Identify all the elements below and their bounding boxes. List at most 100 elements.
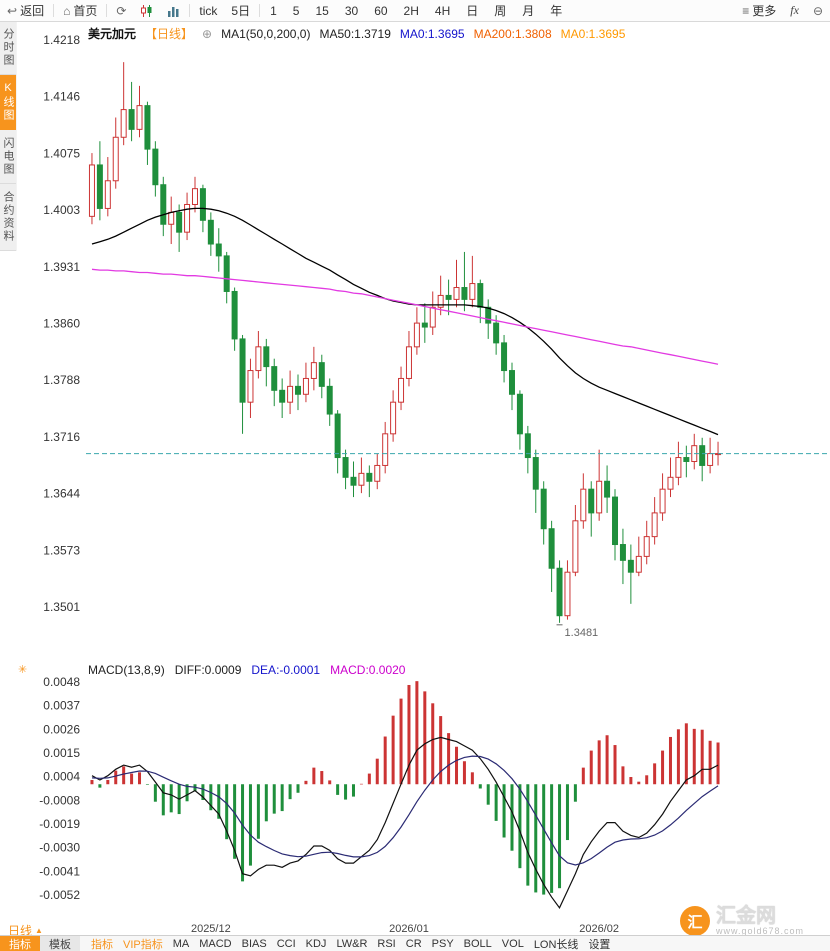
back-label: 返回 — [20, 4, 45, 18]
indicator-tabs: 指标 VIP指标 MA MACD BIAS CCI KDJ LW&R RSI CR PSY BOLL V… — [86, 936, 615, 951]
svg-text:1.4003: 1.4003 — [43, 203, 80, 217]
toolbar-separator — [106, 4, 108, 17]
timeframe-button-3[interactable]: 30 — [344, 3, 359, 18]
ma0-value-orange: MA0:1.3695 — [560, 26, 626, 41]
fx-label: fx — [790, 3, 799, 17]
more-label: 更多 — [752, 4, 777, 18]
ma-config-label: MA1(50,0,200,0) — [221, 26, 311, 41]
timeframe-button-7[interactable]: 日 — [466, 4, 479, 18]
svg-text:0.0015: 0.0015 — [43, 746, 80, 760]
candlestick-icon — [140, 4, 153, 17]
svg-text:2025/12: 2025/12 — [191, 923, 231, 935]
menu-icon: ≡ — [742, 3, 750, 18]
kline-chart-type-button[interactable] — [133, 0, 160, 21]
sidebar-item-0[interactable]: 分时图 — [0, 21, 16, 75]
indicator-tab-9[interactable]: CR — [405, 937, 422, 950]
zoom-out-button[interactable]: ⊖ — [806, 0, 830, 21]
timeframe-button-1[interactable]: 5 — [292, 3, 300, 18]
watermark-name: 汇金网 — [715, 905, 776, 928]
timeframe-button-4[interactable]: 60 — [374, 3, 388, 18]
svg-text:2026/02: 2026/02 — [579, 923, 619, 935]
timeframe-button-9[interactable]: 月 — [522, 4, 535, 18]
timeframe-button-8[interactable]: 周 — [494, 4, 507, 18]
home-label: 首页 — [73, 4, 98, 18]
svg-text:0.0026: 0.0026 — [43, 722, 80, 736]
indicator-chart-type-button[interactable] — [160, 0, 187, 21]
bottom-tab-1[interactable]: 模板 — [40, 936, 80, 951]
indicator-tab-13[interactable]: LON长线 — [533, 938, 579, 951]
bottom-tab-0[interactable]: 指标 — [0, 936, 40, 951]
indicator-tab-5[interactable]: CCI — [276, 937, 296, 950]
svg-text:1.3644: 1.3644 — [43, 487, 80, 501]
home-icon: ⌂ — [63, 3, 71, 18]
indicator-tab-1[interactable]: VIP指标 — [123, 938, 163, 951]
macd-header: MACD(13,8,9) DIFF:0.0009 DEA:-0.0001 MAC… — [88, 663, 405, 677]
price-axis: 1.4218 1.4146 1.4075 1.4003 1.3931 1.3860 1.37… — [43, 33, 80, 614]
toolbar-separator — [53, 4, 55, 17]
svg-text:2026/01: 2026/01 — [389, 923, 429, 935]
indicator-tab-3[interactable]: MACD — [199, 937, 232, 950]
timeframe-button-0[interactable]: 1 — [270, 3, 277, 18]
indicator-tab-4[interactable]: BIAS — [241, 937, 267, 950]
ma50-line — [91, 207, 719, 436]
indicator-tab-10[interactable]: PSY — [431, 937, 454, 950]
volume-bars-icon — [167, 5, 180, 17]
svg-text:-0.0041: -0.0041 — [39, 864, 80, 878]
indicator-tab-12[interactable]: VOL — [501, 937, 524, 950]
indicator-tab-11[interactable]: BOLL — [463, 937, 492, 950]
svg-text:-0.0030: -0.0030 — [39, 841, 80, 855]
indicator-tab-2[interactable]: MA — [172, 937, 190, 950]
refresh-button[interactable]: ⟳ — [109, 0, 133, 21]
macd-dea-value: DEA:-0.0001 — [251, 663, 321, 677]
sidebar-item-1[interactable]: K线图 — [0, 75, 16, 130]
svg-text:1.4146: 1.4146 — [43, 90, 80, 104]
period-selector-label: 日线 — [8, 924, 33, 938]
indicator-tab-6[interactable]: KDJ — [305, 937, 327, 950]
bottom-left-tabs: 指标 模板 — [0, 936, 80, 951]
indicator-tab-0[interactable]: 指标 — [91, 938, 113, 951]
period-label: 【日线】 — [145, 27, 194, 41]
indicator-settings-icon[interactable]: ✳ — [18, 664, 28, 676]
timeframe-button-6[interactable]: 4H — [434, 3, 451, 18]
indicator-tab-14[interactable]: 设置 — [588, 938, 611, 951]
toolbar-separator — [189, 4, 191, 17]
low-marker: 1.3481 — [556, 624, 599, 639]
svg-text:-0.0008: -0.0008 — [39, 793, 80, 807]
sidebar-item-3[interactable]: 合约资料 — [0, 184, 16, 251]
add-indicator-icon[interactable]: ⊕ — [202, 26, 213, 41]
svg-text:1.4218: 1.4218 — [43, 33, 80, 47]
tick-button[interactable]: tick — [192, 0, 224, 21]
home-button[interactable]: ⌂ 首页 — [56, 0, 104, 21]
timeframe-button-5[interactable]: 2H — [403, 3, 419, 18]
ma200-line — [91, 268, 719, 365]
ma200-value: MA200:1.3808 — [473, 26, 552, 41]
macd-axis: 0.0048 0.0037 0.0026 0.0015 0.0004 -0.0008 -0.… — [39, 675, 80, 902]
sidebar-item-2[interactable]: 闪电图 — [0, 130, 16, 184]
svg-text:1.3931: 1.3931 — [43, 260, 80, 274]
timeframe-button-2[interactable]: 15 — [315, 3, 329, 18]
period-selector[interactable]: 日线 ▲ — [8, 922, 43, 939]
timeframe-group: 1 5 15 30 60 2H 4H 日 周 月 年 — [262, 0, 570, 21]
back-icon: ↩ — [7, 3, 18, 18]
back-button[interactable]: ↩ 返回 — [0, 0, 51, 21]
minus-circle-icon: ⊖ — [812, 3, 823, 18]
svg-text:0.0004: 0.0004 — [43, 770, 80, 784]
more-button[interactable]: ≡ 更多 — [735, 0, 783, 21]
svg-text:-0.0052: -0.0052 — [39, 888, 80, 902]
macd-macd-value: MACD:0.0020 — [330, 663, 406, 677]
timeframe-button-10[interactable]: 年 — [550, 4, 563, 18]
svg-text:1.3481: 1.3481 — [565, 627, 599, 639]
left-sidebar: 分时图 K线图 闪电图 合约资料 — [0, 21, 17, 251]
triangle-up-icon: ▲ — [35, 926, 43, 935]
fx-button[interactable]: fx — [783, 0, 806, 21]
svg-text:1.3860: 1.3860 — [43, 317, 80, 331]
macd-diff-value: DIFF:0.0009 — [174, 663, 242, 677]
watermark-url: www.gold678.com — [715, 926, 804, 937]
bottom-tab-bar: 指标 模板 指标 VIP指标 MA MACD BIAS CCI KDJ LW&R RSI CR PSY… — [0, 935, 830, 951]
indicator-tab-8[interactable]: RSI — [377, 937, 396, 950]
five-day-button[interactable]: 5日 — [224, 0, 257, 21]
svg-text:1.3788: 1.3788 — [43, 373, 80, 387]
time-axis: 2025/12 2026/01 2026/02 — [191, 923, 619, 935]
indicator-tab-7[interactable]: LW&R — [336, 937, 368, 950]
